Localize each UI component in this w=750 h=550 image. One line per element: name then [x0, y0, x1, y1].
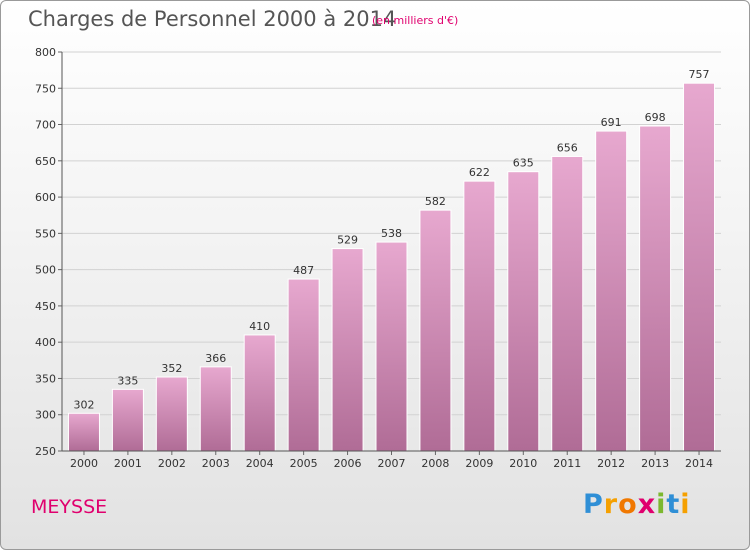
- data-label: 529: [337, 234, 358, 247]
- x-tick-label: 2001: [114, 457, 142, 470]
- bar: [156, 377, 187, 451]
- logo-letter: t: [666, 489, 680, 520]
- x-tick-label: 2008: [421, 457, 449, 470]
- bar: [244, 335, 275, 451]
- chart-frame: Charges de Personnel 2000 à 2014 (en mil…: [0, 0, 750, 550]
- y-tick-label: 650: [35, 155, 56, 168]
- data-label: 582: [425, 195, 446, 208]
- bar: [332, 249, 363, 451]
- logo-letter: o: [618, 489, 638, 520]
- y-tick-label: 350: [35, 372, 56, 385]
- x-tick-label: 2006: [334, 457, 362, 470]
- y-tick-label: 450: [35, 300, 56, 313]
- y-tick-label: 600: [35, 191, 56, 204]
- x-tick-label: 2007: [378, 457, 406, 470]
- bar: [596, 131, 627, 451]
- data-label: 698: [645, 111, 666, 124]
- bar: [464, 181, 495, 451]
- data-label: 487: [293, 264, 314, 277]
- data-label: 302: [73, 398, 94, 411]
- x-tick-label: 2003: [202, 457, 230, 470]
- bar: [684, 83, 715, 451]
- y-tick-label: 250: [35, 445, 56, 458]
- data-label: 352: [161, 362, 182, 375]
- data-label: 366: [205, 352, 226, 365]
- y-tick-label: 500: [35, 264, 56, 277]
- bar: [552, 156, 583, 451]
- bar: [112, 389, 143, 451]
- data-label: 622: [469, 166, 490, 179]
- y-tick-label: 300: [35, 409, 56, 422]
- x-tick-label: 2011: [553, 457, 581, 470]
- y-tick-label: 700: [35, 119, 56, 132]
- bar: [640, 126, 671, 451]
- x-tick-label: 2002: [158, 457, 186, 470]
- data-label: 656: [557, 141, 578, 154]
- y-tick-label: 800: [35, 46, 56, 59]
- data-label: 691: [601, 116, 622, 129]
- logo-letter: P: [583, 489, 604, 520]
- data-label: 410: [249, 320, 270, 333]
- bar: [420, 210, 451, 451]
- logo-letter: i: [680, 489, 690, 520]
- bar: [508, 172, 539, 451]
- logo-letter: x: [638, 489, 656, 520]
- bar: [376, 242, 407, 451]
- data-label: 538: [381, 227, 402, 240]
- x-tick-label: 2005: [290, 457, 318, 470]
- y-tick-label: 400: [35, 336, 56, 349]
- x-tick-label: 2010: [509, 457, 537, 470]
- x-tick-label: 2000: [70, 457, 98, 470]
- bar: [200, 367, 231, 451]
- bars: 302 335 352 366 410 487 529 538 582 622 635 656 691 6…: [68, 68, 714, 451]
- y-tick-label: 550: [35, 227, 56, 240]
- x-tick-label: 2009: [465, 457, 493, 470]
- x-tick-label: 2012: [597, 457, 625, 470]
- logo-letter: i: [656, 489, 666, 520]
- bar: [288, 279, 319, 451]
- data-label: 335: [117, 374, 138, 387]
- data-label: 635: [513, 157, 534, 170]
- y-tick-label: 750: [35, 82, 56, 95]
- bar-chart: 302 335 352 366 410 487 529 538 582 622 635 656 691 6…: [1, 1, 750, 550]
- bar: [68, 413, 99, 451]
- commune-name: MEYSSE: [31, 496, 107, 518]
- proxiti-logo: Proxiti: [583, 489, 691, 520]
- data-label: 757: [689, 68, 710, 81]
- x-tick-label: 2013: [641, 457, 669, 470]
- x-tick-label: 2014: [685, 457, 713, 470]
- x-tick-label: 2004: [246, 457, 274, 470]
- logo-letter: r: [604, 489, 618, 520]
